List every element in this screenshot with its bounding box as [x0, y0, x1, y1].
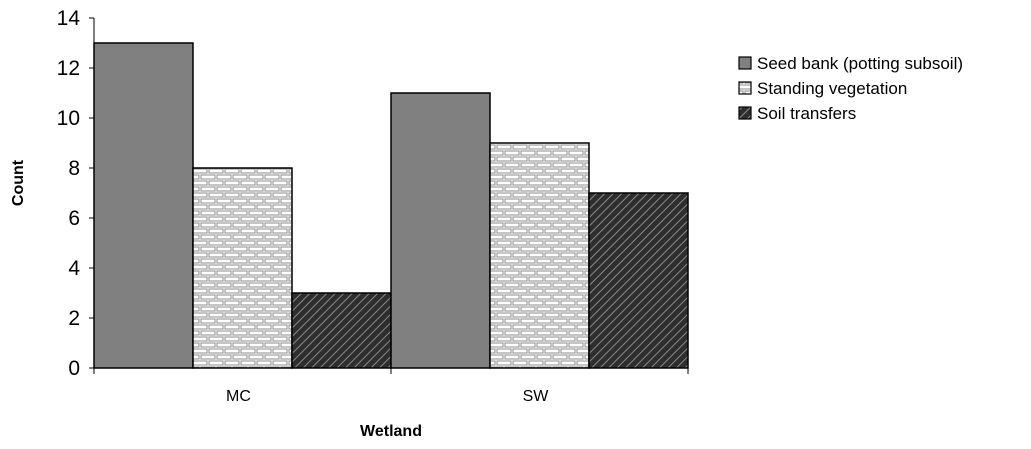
legend-swatch-1	[738, 56, 752, 70]
legend-label-1: Seed bank (potting subsoil)	[757, 54, 963, 73]
legend-swatch-2	[738, 81, 752, 95]
x-axis-title: Wetland	[360, 423, 422, 440]
y-tick-label: 8	[68, 157, 80, 180]
bar-sw-series-3	[588, 192, 689, 369]
y-tick-label: 14	[57, 7, 81, 30]
y-axis-title: Count	[10, 159, 27, 206]
y-tick-label: 2	[68, 307, 80, 330]
legend-swatch-3	[738, 106, 752, 120]
x-category-label: SW	[523, 388, 550, 405]
y-axis: 0 2 4 6 8 10 12 14	[57, 7, 95, 380]
bar-mc-series-1	[93, 42, 194, 369]
y-tick-label: 12	[57, 57, 80, 80]
y-tick-label: 0	[68, 357, 80, 380]
x-category-label: MC	[226, 388, 251, 405]
y-tick-label: 4	[68, 257, 80, 280]
bar-mc-series-2	[192, 167, 293, 369]
x-axis: MC SW	[93, 367, 689, 405]
y-tick-label: 6	[68, 207, 80, 230]
bar-sw-series-2	[489, 142, 590, 369]
legend: Seed bank (potting subsoil) Standing vege…	[738, 54, 963, 123]
legend-label-3: Soil transfers	[757, 104, 856, 123]
bar-sw-series-1	[390, 92, 491, 369]
bar-mc-series-3	[291, 292, 392, 369]
legend-label-2: Standing vegetation	[757, 79, 907, 98]
y-tick-label: 10	[57, 107, 80, 130]
bars	[93, 42, 689, 369]
